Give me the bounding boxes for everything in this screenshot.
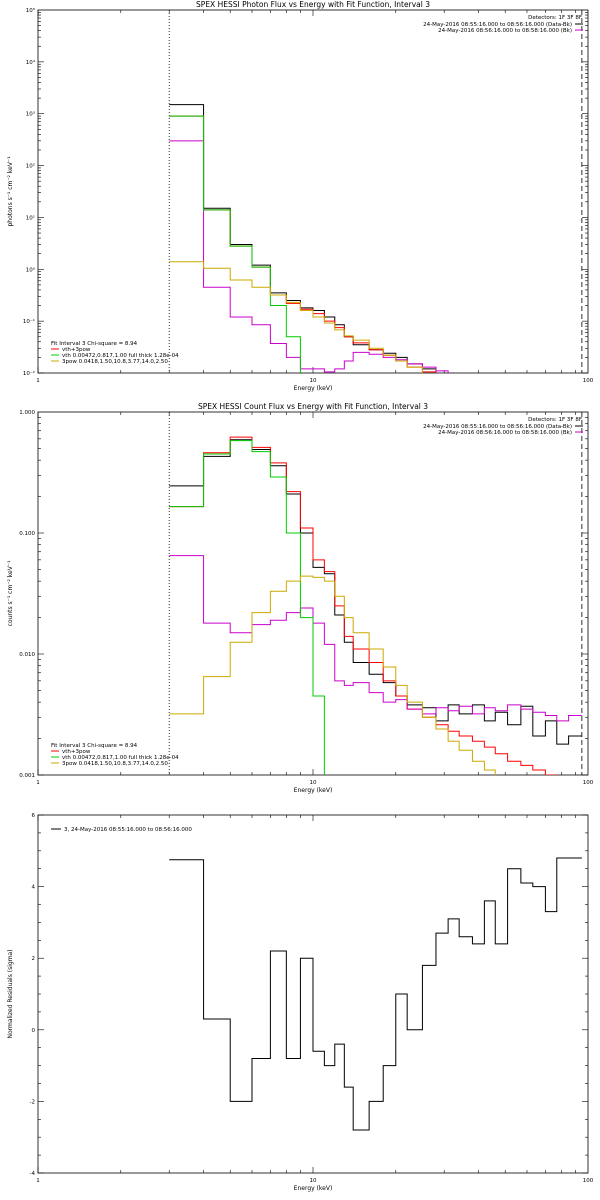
series-vth — [169, 115, 301, 373]
y-tick-label: 0 — [32, 1028, 36, 1034]
chart-panel-3: 1 10 100 Energy (keV) -4 -2 0 2 4 6 Normalized Res… — [7, 813, 594, 1192]
series-vth-3pow — [169, 436, 558, 775]
y-tick-label: 10⁻¹ — [23, 318, 35, 325]
y-tick-label: 0.001 — [19, 773, 35, 779]
x-tick-label: 1 — [36, 378, 40, 384]
series-vth-3pow — [169, 115, 437, 373]
x-tick-label: 10 — [310, 1178, 317, 1184]
y-axis-label: Normalized Residuals (sigma) — [7, 949, 14, 1038]
y-axis-label: photons s⁻¹ cm⁻² keV⁻¹ — [7, 156, 14, 227]
series-3pow — [169, 261, 437, 373]
legend-entry-label: 24-May-2016 08:55:16.000 to 08:56:16.000… — [423, 22, 572, 28]
y-tick-label: 10⁻² — [23, 370, 35, 377]
y-tick-label: 10¹ — [26, 214, 35, 221]
legend-residuals: 3, 24-May-2016 08:55:16.000 to 08:56:16.… — [51, 827, 192, 833]
x-tick-label: 100 — [583, 1178, 594, 1184]
series-group — [169, 857, 582, 1131]
x-tick-label: 1 — [36, 780, 40, 786]
legend-entry-label: 24-May-2016 08:56:16.000 to 08:58:16.000… — [438, 28, 572, 34]
series-data-bk — [169, 104, 437, 373]
legend-entry-label: 24-May-2016 08:55:16.000 to 08:56:16.000… — [423, 424, 572, 430]
legend-entry-label: 3pow 0.0418,1.50,10.8,3.77,14.0,2.50 — [62, 761, 168, 767]
y-tick-label: 10⁰ — [26, 266, 36, 273]
x-axis: 1 10 100 Energy (keV) — [36, 412, 594, 794]
x-tick-label: 10 — [310, 780, 317, 786]
series-vth — [169, 440, 325, 775]
y-axis-label: counts s⁻¹ cm⁻² keV⁻¹ — [7, 560, 14, 626]
legend-fit-header: Fit Interval 3 Chi-square = 8.94 — [51, 743, 138, 749]
legend-entry-label: vth+3pow — [62, 347, 91, 353]
chart-panel-2: SPEX HESSI Count Flux vs Energy with Fit… — [7, 402, 594, 794]
y-tick-label: 0.010 — [19, 652, 35, 658]
series-bk — [169, 140, 449, 373]
y-tick-label: 0.100 — [19, 531, 35, 537]
y-tick-label: 10⁴ — [26, 59, 36, 66]
y-tick-label: 6 — [32, 813, 36, 819]
plot-frame — [37, 411, 589, 776]
x-axis: 1 10 100 Energy (keV) — [36, 815, 594, 1192]
x-axis-label: Energy (keV) — [294, 385, 333, 392]
chart-title: SPEX HESSI Count Flux vs Energy with Fit… — [198, 402, 428, 411]
chart-panel-1: SPEX HESSI Photon Flux vs Energy with Fi… — [7, 0, 594, 392]
y-tick-label: 1.000 — [19, 410, 35, 416]
legend-entry-label: vth 0.00472,0.817,1.00 full thick 1.28e-… — [62, 353, 179, 359]
x-tick-label: 10 — [310, 378, 317, 384]
x-axis: 1 10 100 Energy (keV) — [36, 10, 594, 392]
series-bk — [169, 555, 582, 722]
x-tick-label: 1 — [36, 1178, 40, 1184]
y-tick-label: -2 — [30, 1099, 35, 1105]
chart-title: SPEX HESSI Photon Flux vs Energy with Fi… — [196, 0, 430, 9]
series-group — [169, 436, 582, 775]
series-group — [169, 104, 449, 373]
legend-entry-label: vth+3pow — [62, 749, 91, 755]
legend-fit: Fit Interval 3 Chi-square = 8.94vth+3pow… — [51, 341, 179, 365]
x-tick-label: 100 — [583, 378, 594, 384]
series-3-24-may-2016-08-55-16-000-to-08-56-16-000 — [169, 857, 582, 1131]
legend-entry-label: 24-May-2016 08:56:16.000 to 08:58:16.000… — [438, 430, 572, 436]
y-tick-label: 10² — [26, 163, 35, 170]
y-axis: 10⁻² 10⁰ 10² 10⁴ 10⁻¹ 10¹ 10³ 10⁵ photons s⁻¹ cm… — [7, 7, 588, 377]
y-tick-label: 10³ — [26, 111, 35, 118]
legend-entry-label: 3pow 0.0418,1.50,10.8,3.77,14.0,2.50 — [62, 359, 168, 365]
y-tick-label: 10⁵ — [26, 7, 35, 14]
legend-fit: Fit Interval 3 Chi-square = 8.94vth+3pow… — [51, 743, 179, 767]
y-tick-label: 4 — [32, 885, 36, 891]
legend-detectors-text: Detectors: 1F 3F 8F — [528, 15, 582, 21]
series-3pow — [169, 575, 496, 775]
legend-entry-label: vth 0.00472,0.817,1.00 full thick 1.28e-… — [62, 755, 179, 761]
x-tick-label: 100 — [583, 780, 594, 786]
x-axis-label: Energy (keV) — [294, 787, 333, 794]
y-axis: -4 -2 0 2 4 6 Normalized Residuals (sigma) — [7, 813, 588, 1177]
legend-entry-label: 3, 24-May-2016 08:55:16.000 to 08:56:16.… — [64, 827, 192, 833]
series-data-bk — [169, 439, 582, 745]
legend-fit-header: Fit Interval 3 Chi-square = 8.94 — [51, 341, 138, 347]
plot-frame — [37, 9, 589, 374]
y-tick-label: 2 — [32, 956, 36, 962]
x-axis-label: Energy (keV) — [294, 1185, 333, 1192]
legend-detectors-text: Detectors: 1F 3F 8F — [528, 417, 582, 423]
y-tick-label: -4 — [30, 1171, 36, 1177]
y-axis: 0.001 0.010 0.100 1.000 counts s⁻¹ cm⁻² keV⁻… — [7, 410, 588, 779]
